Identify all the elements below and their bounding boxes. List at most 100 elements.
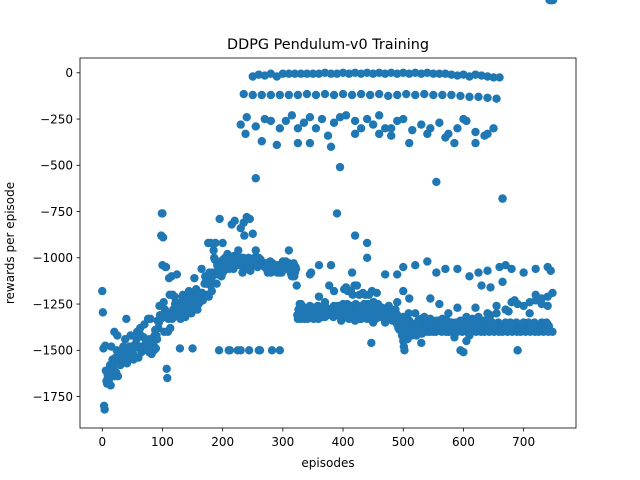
- y-tick-label: −750: [40, 205, 73, 219]
- data-point: [492, 309, 501, 318]
- data-point: [305, 270, 315, 279]
- data-point: [444, 309, 453, 318]
- data-point: [291, 264, 301, 274]
- y-tick-label: −1500: [32, 344, 73, 358]
- data-point: [100, 405, 109, 414]
- data-point: [251, 174, 260, 183]
- data-point: [399, 114, 408, 124]
- data-point: [374, 312, 384, 322]
- data-point: [474, 312, 483, 322]
- data-point: [190, 273, 199, 283]
- data-point: [459, 114, 468, 124]
- data-point: [399, 286, 408, 296]
- data-point: [408, 125, 417, 135]
- data-point: [281, 116, 291, 126]
- data-point: [513, 346, 522, 355]
- data-point: [414, 318, 423, 327]
- data-point: [335, 162, 345, 172]
- data-point: [347, 268, 357, 277]
- data-point: [353, 305, 363, 314]
- data-point: [314, 292, 324, 301]
- data-point: [438, 90, 447, 100]
- data-point: [387, 314, 396, 324]
- data-point: [293, 124, 303, 133]
- data-point: [519, 318, 528, 327]
- data-point: [400, 346, 409, 355]
- data-point: [159, 298, 168, 307]
- data-point: [352, 281, 362, 290]
- data-point: [329, 286, 339, 296]
- data-point: [350, 231, 360, 240]
- data-point: [429, 90, 438, 100]
- data-point: [380, 124, 390, 133]
- data-point: [224, 346, 233, 355]
- data-point: [548, 327, 557, 336]
- data-point: [266, 116, 276, 126]
- data-point: [399, 312, 408, 322]
- x-tick-label: 400: [332, 435, 355, 449]
- data-point: [302, 69, 312, 78]
- data-point: [244, 346, 254, 355]
- data-point: [548, 288, 557, 298]
- data-point: [350, 116, 360, 126]
- data-point: [432, 268, 441, 277]
- data-point: [341, 111, 351, 120]
- data-point: [368, 318, 378, 327]
- data-point: [480, 316, 489, 325]
- data-point: [296, 69, 306, 78]
- data-point: [402, 89, 411, 99]
- x-tick-label: 100: [151, 435, 174, 449]
- data-point: [338, 89, 348, 99]
- data-point: [465, 92, 474, 102]
- y-tick-label: −1000: [32, 251, 73, 265]
- data-point: [254, 253, 263, 262]
- data-point: [423, 129, 432, 139]
- data-point: [356, 124, 366, 133]
- data-point: [483, 266, 492, 275]
- data-point: [374, 111, 384, 120]
- data-point: [348, 290, 357, 299]
- data-point: [215, 214, 224, 224]
- chart-title: DDPG Pendulum-v0 Training: [227, 37, 429, 53]
- data-point: [284, 69, 294, 78]
- y-tick-label: −500: [40, 159, 73, 173]
- data-point: [218, 238, 227, 248]
- data-point: [399, 262, 408, 272]
- data-point: [405, 294, 414, 303]
- data-point: [435, 299, 444, 309]
- data-point: [302, 89, 312, 99]
- y-axis-label: rewards per episode: [3, 182, 17, 304]
- x-tick-label: 0: [98, 435, 106, 449]
- data-point: [411, 309, 420, 318]
- data-point: [471, 138, 480, 148]
- data-point: [317, 114, 327, 124]
- data-point: [166, 323, 175, 333]
- data-point: [519, 268, 528, 277]
- data-point: [296, 299, 306, 309]
- data-point: [438, 314, 447, 324]
- y-tick-label: −250: [40, 112, 73, 126]
- data-point: [546, 266, 555, 275]
- x-tick-label: 600: [452, 435, 475, 449]
- data-point: [435, 118, 444, 127]
- data-point: [435, 69, 444, 78]
- data-point: [405, 316, 414, 325]
- data-point: [329, 90, 339, 100]
- data-point: [293, 138, 303, 148]
- data-point: [465, 272, 474, 281]
- data-point: [387, 305, 396, 314]
- data-point: [251, 122, 260, 131]
- data-point: [188, 344, 197, 353]
- data-point: [284, 246, 294, 255]
- data-point: [372, 288, 381, 298]
- data-point: [483, 309, 492, 318]
- data-point: [492, 94, 501, 103]
- data-point: [365, 90, 375, 100]
- data-point: [254, 346, 263, 355]
- data-point: [374, 129, 384, 139]
- data-point: [299, 118, 309, 127]
- y-tick-label: −1750: [32, 390, 73, 404]
- data-point: [362, 253, 372, 262]
- data-point: [495, 73, 504, 82]
